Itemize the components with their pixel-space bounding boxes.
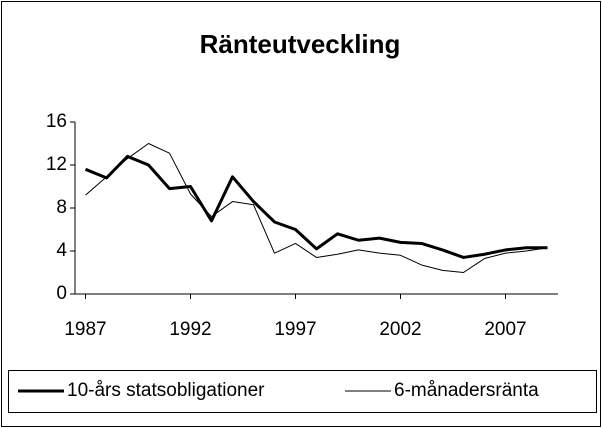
legend-box	[8, 370, 597, 413]
legend-label: 6-månadersränta	[394, 380, 539, 401]
x-tick-label: 1997	[274, 319, 316, 340]
chart-title: Ränteutveckling	[200, 29, 401, 59]
y-tick-label: 4	[56, 240, 67, 261]
x-tick-label: 1992	[169, 319, 211, 340]
y-tick-label: 0	[56, 283, 67, 304]
x-tick-label: 2007	[484, 319, 526, 340]
series-line	[85, 143, 548, 273]
y-tick-label: 12	[46, 154, 67, 175]
series-line	[84, 154, 548, 259]
x-tick-label: 2002	[379, 319, 421, 340]
y-tick-label: 16	[46, 111, 67, 132]
y-tick-label: 8	[56, 197, 67, 218]
x-tick-label: 1987	[64, 319, 106, 340]
legend-label: 10-års statsobligationer	[67, 380, 265, 401]
